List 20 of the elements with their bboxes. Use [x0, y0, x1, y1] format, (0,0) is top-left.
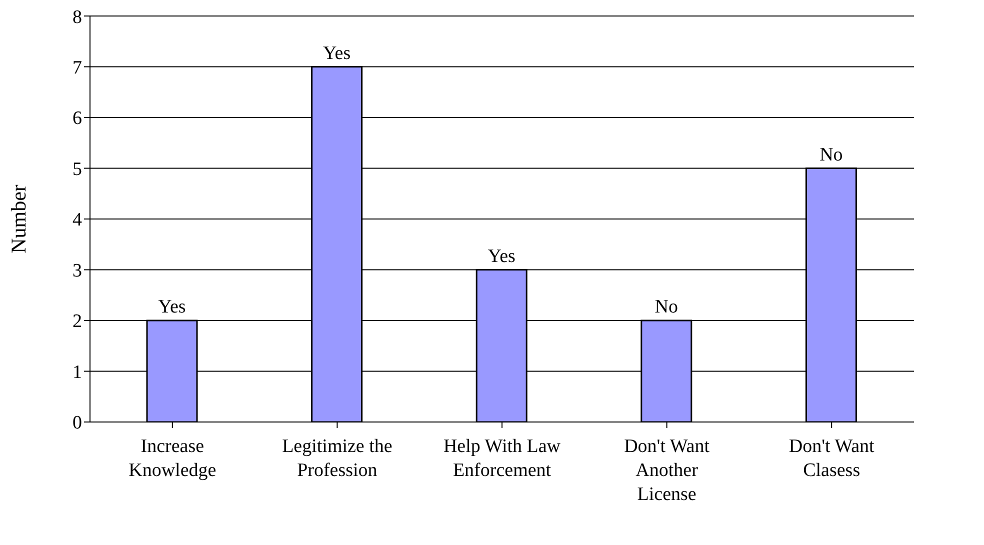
y-tick-label: 8 [72, 6, 82, 28]
y-tick-label: 3 [72, 260, 82, 282]
data-label: No [654, 296, 678, 318]
y-tick-label: 6 [72, 108, 82, 130]
y-tick-label: 5 [72, 158, 82, 180]
data-label: Yes [488, 246, 516, 267]
y-tick-label: 7 [72, 57, 82, 78]
y-tick-label: 0 [72, 412, 82, 434]
data-label: Yes [322, 42, 351, 64]
y-axis-title: Number [6, 184, 30, 254]
x-tick-label: Legitimize the Profession [282, 436, 392, 481]
x-tick-label: Don't Want Another License [624, 436, 710, 505]
x-tick-label: Don't Want Clasess [788, 436, 876, 481]
y-tick-label: 4 [72, 210, 82, 231]
y-tick-label: 2 [72, 311, 82, 332]
data-label: No [820, 144, 843, 166]
y-tick-label: 1 [72, 362, 82, 383]
data-label: Yes [158, 296, 186, 318]
x-tick-label: Help With Law Enforcement [443, 436, 561, 481]
x-tick-label: Increase Knowledge [128, 436, 216, 481]
